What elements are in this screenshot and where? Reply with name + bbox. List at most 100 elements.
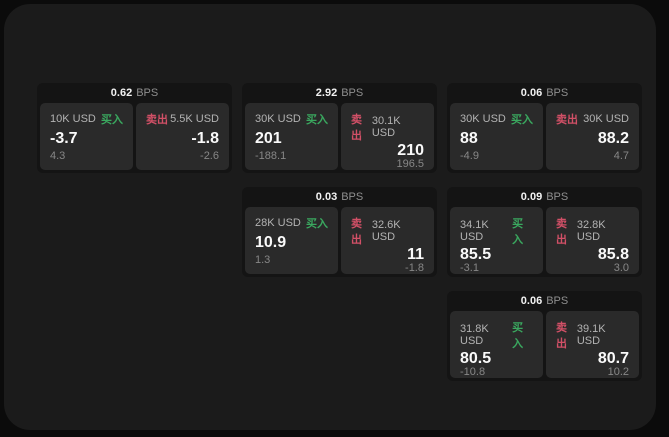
sell-size-label: 5.5K USD (170, 113, 219, 125)
buy-quote-top-row: 28K USD 买入 (255, 215, 328, 231)
buy-tag: 买入 (306, 114, 328, 126)
buy-sub-value: 1.3 (255, 254, 271, 266)
sell-price: 210 (397, 142, 424, 159)
buy-size-label: 30K USD (255, 113, 301, 125)
sell-quote-top-row: 卖出 30K USD (556, 111, 629, 127)
buy-size-label: 34.1K USD (460, 219, 489, 243)
bps-unit-label: BPS (546, 191, 569, 203)
sell-quote-panel[interactable]: 卖出 30K USD 88.2 4.7 (546, 103, 639, 170)
buy-quote-top-row: 30K USD 买入 (460, 111, 533, 127)
spread-header: 0.03 BPS (245, 187, 434, 207)
buy-price: 80.5 (460, 350, 492, 367)
sell-price: 85.8 (597, 246, 629, 263)
sell-quote-top-row: 卖出 32.6K USD (351, 215, 424, 247)
spread-value: 0.62 (110, 87, 133, 99)
buy-size-label: 31.8K USD (460, 323, 489, 347)
sell-quote-top-row: 卖出 32.8K USD (556, 215, 629, 247)
sell-tag: 卖出 (146, 114, 168, 126)
spread-header: 0.06 BPS (450, 291, 639, 311)
quote-card: 0.62 BPS 10K USD 买入 -3.7 4.3 卖出 5.5K USD… (37, 83, 232, 173)
sell-quote-panel[interactable]: 卖出 32.8K USD 85.8 3.0 (546, 207, 639, 274)
sell-quote-panel[interactable]: 卖出 30.1K USD 210 196.5 (341, 103, 434, 170)
buy-tag: 买入 (512, 322, 524, 350)
quote-column-3: 0.06 BPS 30K USD 买入 88 -4.9 卖出 30K USD 8… (447, 83, 642, 381)
spread-header: 0.09 BPS (450, 187, 639, 207)
sell-quote-top-row: 卖出 5.5K USD (146, 111, 219, 127)
sell-size-label: 32.6K USD (371, 219, 401, 243)
buy-size-label: 10K USD (50, 113, 96, 125)
sell-size-label: 32.8K USD (576, 219, 606, 243)
bps-unit-label: BPS (341, 87, 364, 99)
buy-price: 10.9 (255, 234, 287, 251)
quote-card: 0.03 BPS 28K USD 买入 10.9 1.3 卖出 32.6K US… (242, 187, 437, 277)
quote-card: 2.92 BPS 30K USD 买入 201 -188.1 卖出 30.1K … (242, 83, 437, 173)
sell-size-label: 39.1K USD (576, 323, 606, 347)
spread-header: 2.92 BPS (245, 83, 434, 103)
quote-column-1: 0.62 BPS 10K USD 买入 -3.7 4.3 卖出 5.5K USD… (37, 83, 232, 381)
quote-card: 0.06 BPS 30K USD 买入 88 -4.9 卖出 30K USD 8… (447, 83, 642, 173)
quote-card-body: 10K USD 买入 -3.7 4.3 卖出 5.5K USD -1.8 -2.… (40, 103, 229, 170)
buy-quote-panel[interactable]: 31.8K USD 买入 80.5 -10.8 (450, 311, 543, 378)
buy-tag: 买入 (512, 218, 524, 246)
buy-price: 201 (255, 130, 282, 147)
quote-card-body: 34.1K USD 买入 85.5 -3.1 卖出 32.8K USD 85.8… (450, 207, 639, 274)
sell-price: 88.2 (597, 130, 629, 147)
spread-value: 0.06 (520, 295, 543, 307)
bps-unit-label: BPS (546, 87, 569, 99)
sell-sub-value: 3.0 (613, 262, 629, 274)
spread-header: 0.06 BPS (450, 83, 639, 103)
sell-tag: 卖出 (351, 218, 362, 246)
sell-quote-panel[interactable]: 卖出 5.5K USD -1.8 -2.6 (136, 103, 229, 170)
sell-tag: 卖出 (556, 114, 578, 126)
spread-value: 0.09 (520, 191, 543, 203)
buy-quote-panel[interactable]: 28K USD 买入 10.9 1.3 (245, 207, 338, 274)
quote-card-body: 28K USD 买入 10.9 1.3 卖出 32.6K USD 11 -1.8 (245, 207, 434, 274)
buy-tag: 买入 (306, 218, 328, 230)
spread-value: 0.06 (520, 87, 543, 99)
sell-price: -1.8 (191, 130, 219, 147)
bps-unit-label: BPS (136, 87, 159, 99)
bps-unit-label: BPS (546, 295, 569, 307)
sell-size-label: 30.1K USD (371, 115, 401, 139)
buy-quote-panel[interactable]: 34.1K USD 买入 85.5 -3.1 (450, 207, 543, 274)
sell-quote-top-row: 卖出 39.1K USD (556, 319, 629, 351)
sell-quote-panel[interactable]: 卖出 39.1K USD 80.7 10.2 (546, 311, 639, 378)
buy-tag: 买入 (511, 114, 533, 126)
buy-price: -3.7 (50, 130, 78, 147)
sell-tag: 卖出 (351, 114, 362, 142)
buy-quote-panel[interactable]: 30K USD 买入 201 -188.1 (245, 103, 338, 170)
buy-quote-top-row: 30K USD 买入 (255, 111, 328, 127)
sell-sub-value: -1.8 (405, 262, 424, 274)
buy-quote-panel[interactable]: 30K USD 买入 88 -4.9 (450, 103, 543, 170)
sell-sub-value: 4.7 (613, 150, 629, 162)
sell-sub-value: 196.5 (396, 158, 424, 170)
buy-price: 88 (460, 130, 478, 147)
buy-quote-top-row: 31.8K USD 买入 (460, 319, 533, 351)
quote-card: 0.09 BPS 34.1K USD 买入 85.5 -3.1 卖出 32.8K… (447, 187, 642, 277)
quotes-panel: 0.62 BPS 10K USD 买入 -3.7 4.3 卖出 5.5K USD… (4, 4, 656, 430)
sell-tag: 卖出 (556, 218, 567, 246)
sell-quote-panel[interactable]: 卖出 32.6K USD 11 -1.8 (341, 207, 434, 274)
sell-price: 11 (407, 246, 424, 263)
quote-cards-grid: 0.62 BPS 10K USD 买入 -3.7 4.3 卖出 5.5K USD… (37, 83, 642, 381)
spread-value: 2.92 (315, 87, 338, 99)
buy-price: 85.5 (460, 246, 492, 263)
spread-header: 0.62 BPS (40, 83, 229, 103)
buy-sub-value: -188.1 (255, 150, 287, 162)
buy-sub-value: -10.8 (460, 366, 486, 378)
quote-card: 0.06 BPS 31.8K USD 买入 80.5 -10.8 卖出 39.1… (447, 291, 642, 381)
spread-value: 0.03 (315, 191, 338, 203)
sell-price: 80.7 (597, 350, 629, 367)
sell-quote-top-row: 卖出 30.1K USD (351, 111, 424, 143)
buy-quote-top-row: 34.1K USD 买入 (460, 215, 533, 247)
sell-sub-value: -2.6 (200, 150, 219, 162)
buy-size-label: 28K USD (255, 217, 301, 229)
buy-quote-panel[interactable]: 10K USD 买入 -3.7 4.3 (40, 103, 133, 170)
buy-sub-value: -3.1 (460, 262, 479, 274)
quote-column-2: 2.92 BPS 30K USD 买入 201 -188.1 卖出 30.1K … (242, 83, 437, 381)
quote-card-body: 31.8K USD 买入 80.5 -10.8 卖出 39.1K USD 80.… (450, 311, 639, 378)
buy-sub-value: -4.9 (460, 150, 479, 162)
bps-unit-label: BPS (341, 191, 364, 203)
sell-sub-value: 10.2 (607, 366, 629, 378)
quote-card-body: 30K USD 买入 201 -188.1 卖出 30.1K USD 210 1… (245, 103, 434, 170)
